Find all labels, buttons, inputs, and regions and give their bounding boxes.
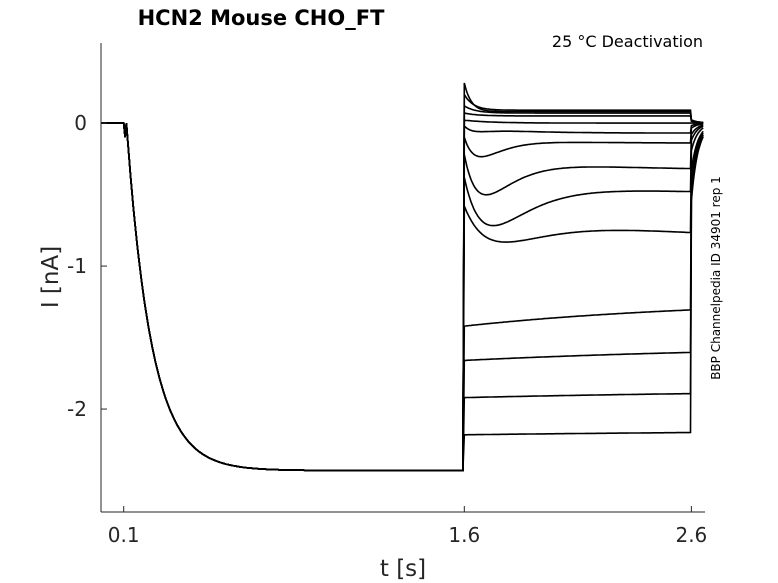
- current-trace-4: [101, 122, 704, 472]
- current-trace-7: [101, 122, 704, 472]
- x-axis-label: t [s]: [380, 556, 426, 582]
- y-tick-label: -2: [67, 397, 87, 421]
- current-trace-10: [101, 122, 704, 472]
- y-tick-label: 0: [74, 111, 87, 135]
- current-trace-5: [101, 122, 704, 472]
- x-tick-label: 0.1: [108, 523, 140, 547]
- x-tick-label: 1.6: [448, 523, 480, 547]
- current-trace-1: [101, 82, 704, 472]
- current-trace-8: [101, 122, 704, 472]
- current-trace-2: [101, 122, 704, 472]
- current-trace-6: [101, 122, 704, 472]
- current-trace-14: [101, 91, 704, 472]
- current-trace-13: [101, 104, 704, 472]
- x-axis-ticks: 0.1 1.6 2.6: [108, 506, 707, 547]
- y-axis-label: I [nA]: [38, 246, 64, 308]
- source-id-label: BBP Channelpedia ID 34901 rep 1: [709, 176, 723, 380]
- temperature-protocol-note: 25 °C Deactivation: [552, 32, 703, 51]
- current-trace-9: [101, 122, 704, 472]
- current-trace-3: [101, 122, 704, 472]
- current-traces: [101, 82, 704, 472]
- x-tick-label: 2.6: [675, 523, 707, 547]
- current-trace-11: [101, 119, 704, 472]
- y-tick-label: -1: [67, 254, 87, 278]
- y-axis-ticks: 0 -1 -2: [67, 111, 107, 421]
- chart-title: HCN2 Mouse CHO_FT: [138, 6, 385, 30]
